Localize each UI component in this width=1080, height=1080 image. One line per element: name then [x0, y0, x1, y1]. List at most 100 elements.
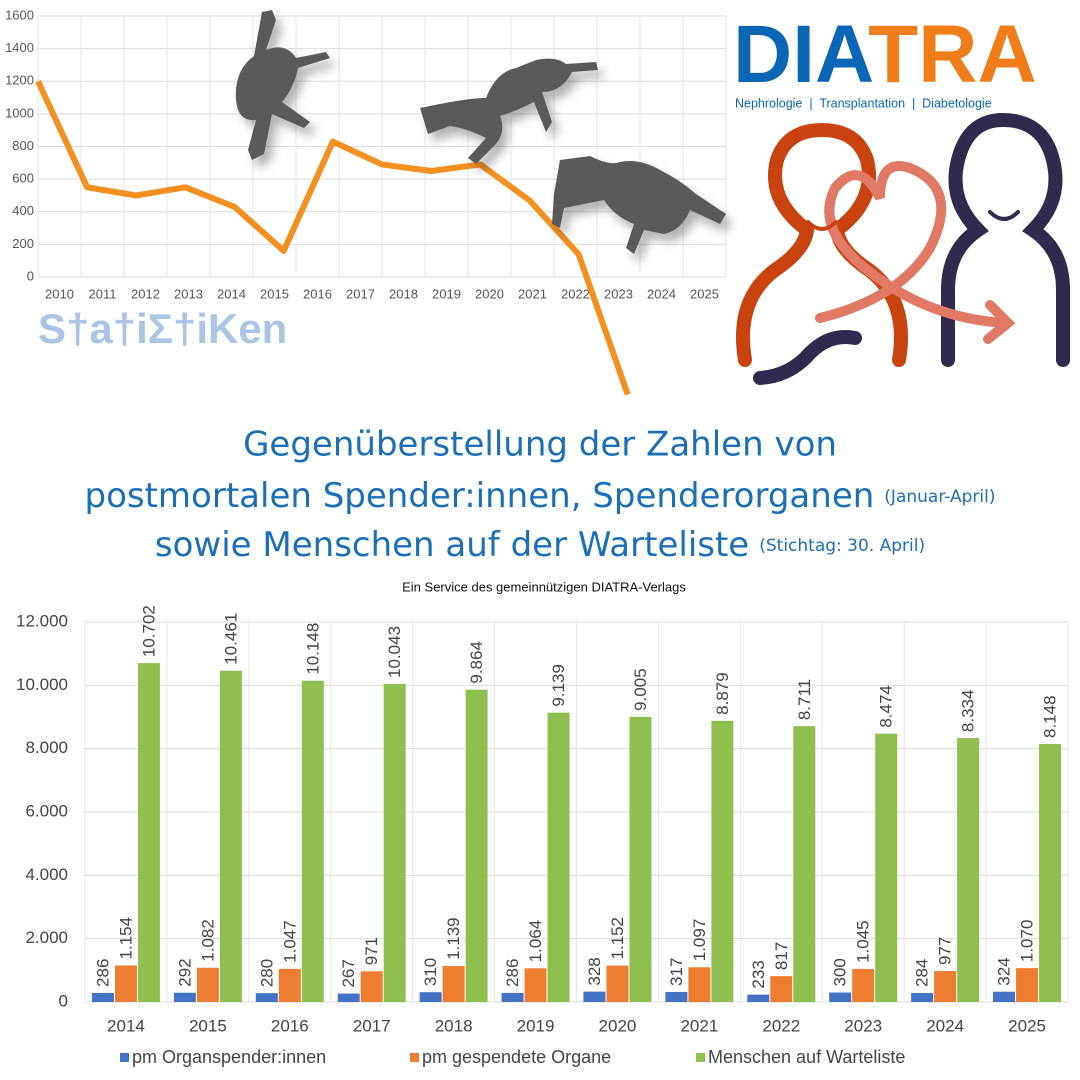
- value-label: 10.702: [139, 605, 158, 657]
- legend-label: pm gespendete Organe: [422, 1047, 611, 1067]
- bar: [337, 993, 360, 1002]
- heart-arrow: [815, 161, 1010, 328]
- bar: [606, 965, 629, 1002]
- x-tick-label: 2025: [690, 286, 719, 301]
- line: [35, 79, 631, 396]
- value-label: 817: [772, 942, 791, 970]
- y-tick-label: 800: [12, 138, 34, 153]
- headline: Gegenüberstellung der Zahlen von postmor…: [85, 425, 996, 565]
- bar: [442, 965, 465, 1002]
- value-label: 9.005: [631, 668, 650, 711]
- value-label: 1.152: [608, 917, 627, 960]
- y-tick-label: 1000: [5, 105, 34, 120]
- value-label: 1.064: [526, 920, 545, 963]
- bar: [911, 993, 934, 1002]
- legend-swatch: [696, 1053, 705, 1062]
- value-label: 1.047: [280, 920, 299, 963]
- value-label: 9.864: [467, 641, 486, 684]
- x-tick-label: 2021: [680, 1016, 718, 1035]
- figure-hand: [753, 330, 862, 385]
- bar: [688, 967, 711, 1002]
- bar: [91, 992, 114, 1002]
- y-tick-label: 200: [12, 236, 34, 251]
- bar: [173, 992, 196, 1002]
- headline-note: (Januar-April): [884, 487, 995, 507]
- x-tick-label: 2024: [647, 286, 676, 301]
- value-label: 328: [585, 957, 604, 985]
- x-tick-label: 2024: [926, 1016, 964, 1035]
- y-tick-label: 1600: [5, 7, 34, 22]
- x-tick-label: 2018: [389, 286, 418, 301]
- bar: [383, 683, 406, 1002]
- headline-line: sowie Menschen auf der Warteliste (Sticht…: [155, 525, 925, 565]
- bar: [360, 971, 383, 1002]
- figure: [552, 156, 726, 254]
- value-label: 1.154: [116, 917, 135, 960]
- silhouettes: [235, 10, 726, 254]
- value-label: 10.461: [221, 613, 240, 665]
- bar: [419, 992, 442, 1002]
- y-tick-label: 10.000: [16, 675, 68, 694]
- x-tick-label: 2023: [604, 286, 633, 301]
- y-tick-label: 400: [12, 203, 34, 218]
- value-label: 1.070: [1018, 920, 1037, 963]
- value-label: 1.139: [444, 917, 463, 960]
- bar: [301, 680, 324, 1002]
- bar: [1039, 743, 1062, 1002]
- headline-line: postmortalen Spender:innen, Spenderorgan…: [85, 476, 996, 516]
- x-tick-label: 2015: [260, 286, 289, 301]
- x-tick-label: 2017: [353, 1016, 391, 1035]
- bar: [957, 738, 980, 1002]
- value-label: 233: [749, 960, 768, 988]
- bar: [629, 716, 652, 1002]
- bar: [501, 992, 524, 1002]
- y-tick-label: 12.000: [16, 611, 68, 630]
- x-tick-label: 2012: [131, 286, 160, 301]
- bar: [665, 991, 688, 1002]
- subtitle: Ein Service des gemeinnützigen DIATRA-Ve…: [402, 579, 686, 594]
- bar: [1016, 968, 1039, 1002]
- bar: [255, 993, 278, 1002]
- value-label: 324: [995, 957, 1014, 985]
- value-label: 286: [503, 959, 522, 987]
- legend-swatch: [410, 1053, 419, 1062]
- x-tick-label: 2022: [561, 286, 590, 301]
- chart-layer: 0 200 400 600 800 1000 1200 1400 1600 2010 2011 201…: [5, 7, 1069, 1035]
- x-tick-label: 2016: [303, 286, 332, 301]
- x-tick-label: 2017: [346, 286, 375, 301]
- value-label: 8.879: [713, 672, 732, 715]
- bar: [583, 991, 606, 1002]
- bar: [852, 968, 875, 1002]
- legend-swatch: [120, 1053, 129, 1062]
- x-tick-label: 2023: [844, 1016, 882, 1035]
- bar: [829, 992, 852, 1002]
- figure: [420, 58, 598, 164]
- bar: [114, 965, 137, 1002]
- value-label: 1.097: [690, 919, 709, 962]
- y-tick-label: 0: [59, 991, 68, 1010]
- x-tick-label: 2020: [475, 286, 504, 301]
- value-label: 280: [257, 959, 276, 987]
- bar: [934, 971, 957, 1002]
- stats-word: S†a†iΣ†iKen: [38, 305, 287, 352]
- x-tick-label: 2013: [174, 286, 203, 301]
- value-label: 267: [339, 959, 358, 987]
- y-tick-label: 2.000: [25, 928, 68, 947]
- value-label: 317: [667, 958, 686, 986]
- value-label: 1.082: [198, 919, 217, 962]
- y-tick-label: 6.000: [25, 801, 68, 820]
- y-tick-label: 4.000: [25, 865, 68, 884]
- x-tick-label: 2010: [45, 286, 74, 301]
- logo-part: TRA: [868, 9, 1037, 100]
- bar: [196, 967, 219, 1002]
- value-label: 977: [936, 937, 955, 965]
- bar: [993, 991, 1016, 1002]
- face: [988, 210, 1020, 221]
- x-tick-label: 2015: [189, 1016, 227, 1035]
- y-tick-label: 600: [12, 171, 34, 186]
- bar: [524, 968, 547, 1002]
- headline-line: Gegenüberstellung der Zahlen von: [243, 425, 837, 465]
- arrow-head: [983, 300, 1016, 344]
- value-label: 1.045: [854, 920, 873, 963]
